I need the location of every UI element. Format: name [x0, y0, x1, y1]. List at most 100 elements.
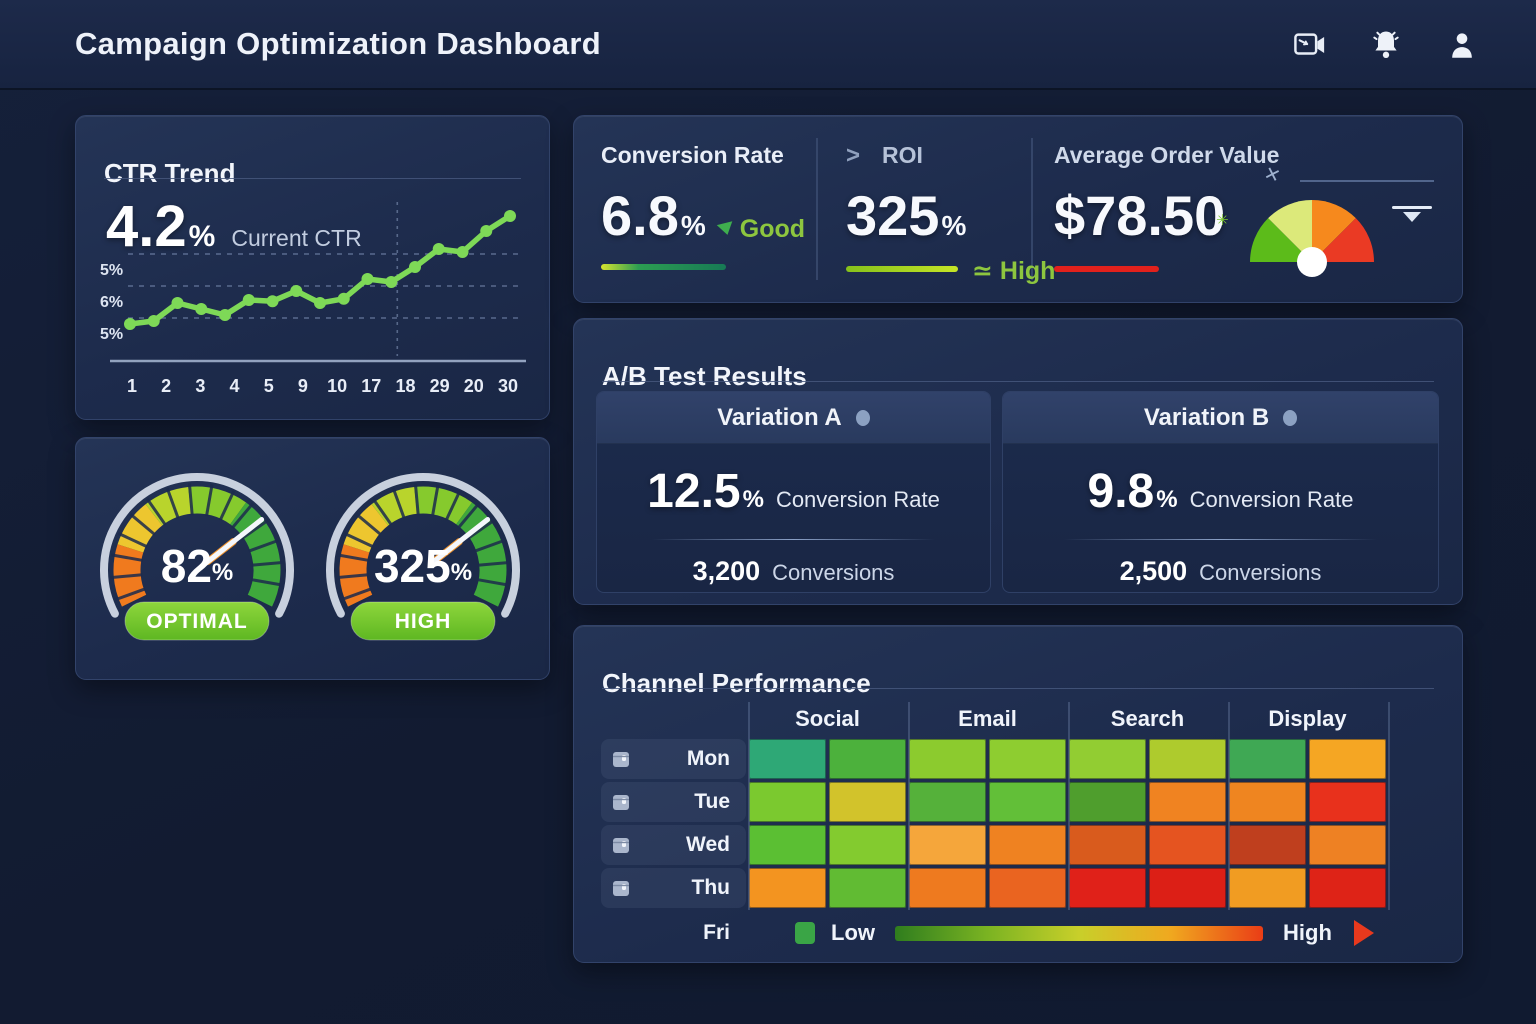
kpi-summary-card: Conversion Rate 6.8 % Good > ROI 325 % ≃ …: [573, 115, 1463, 303]
heatmap-cell[interactable]: [829, 739, 906, 779]
variation-b-conversions: 2,500: [1119, 556, 1188, 586]
heatmap-cell[interactable]: [1069, 782, 1146, 822]
heatmap-cell[interactable]: [909, 739, 986, 779]
aov-gauge: [1232, 178, 1392, 278]
divider: [602, 688, 1434, 689]
heatmap-cell[interactable]: [1309, 782, 1386, 822]
heatmap-cell[interactable]: [909, 868, 986, 908]
ctr-value: 4.2: [106, 194, 187, 259]
x-axis-tick: 30: [498, 376, 518, 396]
heatmap-cell[interactable]: [1229, 782, 1306, 822]
heatmap-cell[interactable]: [989, 825, 1066, 865]
column-separator: [1387, 702, 1390, 910]
heatmap-cell[interactable]: [1069, 825, 1146, 865]
heatmap-cell[interactable]: [1229, 868, 1306, 908]
x-axis-tick: 1: [127, 376, 137, 396]
bell-icon[interactable]: [1370, 29, 1402, 61]
variation-b-body: 9.8 % Conversion Rate 2,500 Conversions: [1003, 444, 1438, 587]
heatmap-cell[interactable]: [749, 825, 826, 865]
heatmap-cell[interactable]: [749, 739, 826, 779]
column-separator: [747, 702, 750, 910]
chevron-right-icon: >: [846, 142, 861, 169]
app-header: Campaign Optimization Dashboard: [0, 0, 1536, 90]
variation-b-card[interactable]: Variation B 9.8 % Conversion Rate 2,500 …: [1002, 391, 1439, 593]
calendar-icon: [613, 752, 629, 767]
variation-b-status-dot: [1283, 409, 1298, 426]
x-axis-tick: 3: [195, 376, 205, 396]
heatmap-cell[interactable]: [1149, 739, 1226, 779]
heatmap-cell[interactable]: [1149, 782, 1226, 822]
calendar-icon: [613, 838, 629, 853]
heatmap-cell[interactable]: [909, 825, 986, 865]
channel-heatmap: Social Email Search Display Mon Tue Wed Thu Fri L…: [601, 702, 1435, 955]
aov-value: $78.50: [1054, 188, 1225, 244]
heatmap-cell[interactable]: [1069, 868, 1146, 908]
column-header-search: Search: [1110, 706, 1185, 731]
heatmap-cell[interactable]: [749, 868, 826, 908]
video-icon[interactable]: [1294, 29, 1326, 61]
aov-label: Average Order Value: [1054, 142, 1280, 168]
variation-a-conversions: 3,200: [692, 556, 761, 586]
legend-high-label: High: [1283, 920, 1332, 945]
roi-status: ≃ High: [972, 256, 1055, 286]
conversion-rate-value: 6.8 % Good: [601, 188, 805, 244]
heatmap-cell[interactable]: [829, 868, 906, 908]
variation-b-conversions-label: Conversions: [1199, 560, 1322, 585]
conversion-rate-unit: %: [680, 210, 706, 241]
row-label-thu: Thu: [601, 868, 746, 908]
aov-number: $78.50: [1054, 184, 1226, 247]
divider: [602, 381, 1434, 382]
heatmap-cell[interactable]: [1309, 868, 1386, 908]
conversion-rate-label: Conversion Rate: [601, 142, 784, 168]
heatmap-cell[interactable]: [1069, 739, 1146, 779]
heatmap-cell[interactable]: [1229, 825, 1306, 865]
heatmap-cell[interactable]: [829, 825, 906, 865]
x-axis-tick: 9: [298, 376, 308, 396]
heatmap-cell[interactable]: [989, 868, 1066, 908]
gauge-marker-icon: [1392, 206, 1432, 222]
optimal-gauge: 82% OPTIMAL: [88, 452, 306, 667]
x-axis-tick: 10: [327, 376, 347, 396]
ab-test-title: A/B Test Results: [602, 360, 807, 391]
conversion-rate-status: Good: [706, 215, 805, 244]
variation-a-body: 12.5 % Conversion Rate 3,200 Conversions: [597, 444, 990, 587]
y-axis-tick: 6%: [100, 294, 123, 311]
variation-a-rate-unit: %: [742, 486, 764, 513]
aov-underline: [1054, 266, 1159, 272]
heatmap-cell[interactable]: [749, 782, 826, 822]
heatmap-cell[interactable]: [1149, 868, 1226, 908]
heatmap-cell[interactable]: [1309, 825, 1386, 865]
variation-a-rate-label: Conversion Rate: [775, 487, 940, 512]
ab-test-card: A/B Test Results Variation A 12.5 % Conv…: [573, 318, 1463, 605]
gauge-value: 325%: [374, 540, 472, 592]
conversion-rate-bar: [601, 264, 726, 270]
variation-a-name: Variation A: [717, 403, 842, 431]
gauge-value: 82%: [161, 540, 234, 592]
channel-performance-card: Channel Performance Social Email Search Dis…: [573, 625, 1463, 963]
variation-a-status-dot: [855, 409, 870, 426]
divider: [1063, 539, 1378, 540]
heatmap-cell[interactable]: [909, 782, 986, 822]
row-label-mon: Mon: [601, 739, 746, 779]
gauge-status-pill: OPTIMAL: [146, 610, 248, 633]
heatmap-cell[interactable]: [989, 782, 1066, 822]
x-axis-tick: 2: [161, 376, 171, 396]
variation-a-header: Variation A: [597, 392, 990, 444]
header-icons: [1294, 0, 1478, 90]
page-title: Campaign Optimization Dashboard: [75, 26, 602, 61]
roi-number: 325: [846, 184, 940, 247]
x-axis-tick: 29: [430, 376, 450, 396]
variation-a-card[interactable]: Variation A 12.5 % Conversion Rate 3,200…: [596, 391, 991, 593]
heatmap-cell[interactable]: [989, 739, 1066, 779]
heatmap-cell[interactable]: [829, 782, 906, 822]
user-icon[interactable]: [1446, 29, 1478, 61]
variation-b-rate-label: Conversion Rate: [1189, 487, 1354, 512]
heatmap-cell[interactable]: [1149, 825, 1226, 865]
heatmap-cell[interactable]: [1229, 739, 1306, 779]
legend-gradient-bar: [895, 925, 1263, 941]
calendar-icon: [613, 881, 629, 896]
y-axis-tick: 5%: [100, 326, 123, 343]
heatmap-cell[interactable]: [1309, 739, 1386, 779]
variation-b-name: Variation B: [1143, 403, 1270, 431]
